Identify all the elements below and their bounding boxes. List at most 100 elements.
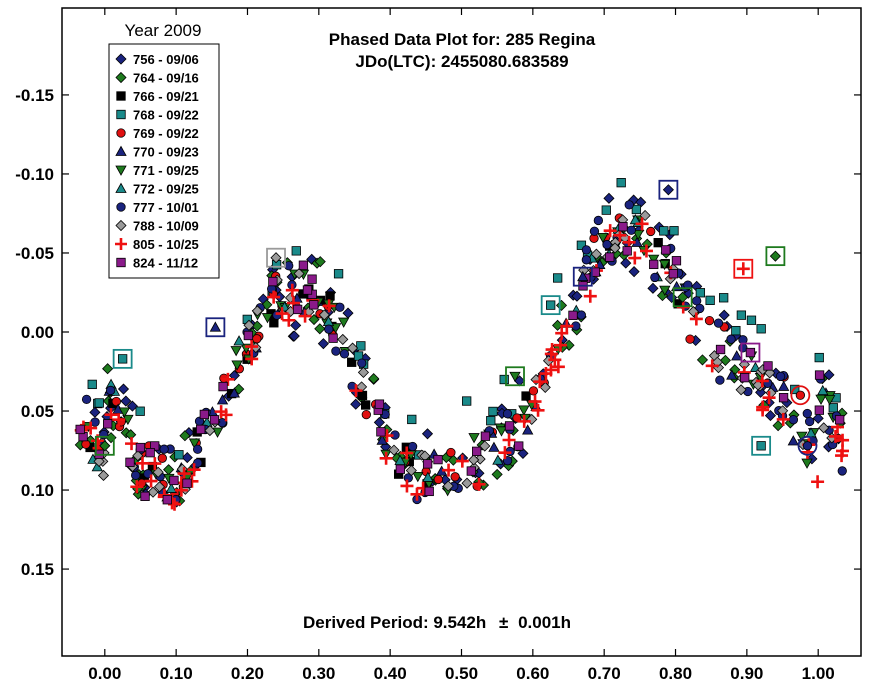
data-point: [395, 464, 405, 474]
data-point: [159, 444, 169, 454]
data-point: [350, 398, 362, 410]
data-point: [268, 276, 278, 287]
legend-label: 805 - 10/25: [133, 237, 199, 252]
data-point: [407, 441, 418, 452]
legend-label: 770 - 09/23: [133, 145, 199, 160]
data-point: [647, 282, 659, 294]
data-point: [179, 430, 191, 442]
legend-entries: 756 - 09/06 764 - 09/16 766 - 09/21 768 - 0…: [115, 52, 199, 271]
data-point: [165, 482, 177, 493]
data-point: [421, 428, 434, 440]
data-point: [94, 398, 104, 408]
data-point: [658, 259, 671, 271]
legend-label: 769 - 09/22: [133, 126, 199, 141]
data-point: [243, 319, 255, 331]
highlighted-point: [209, 321, 222, 332]
data-point: [480, 431, 491, 441]
data-point: [628, 251, 642, 265]
data-point: [815, 394, 827, 405]
legend-marker: [115, 71, 127, 84]
highlight-frame: [672, 287, 693, 308]
data-point: [357, 358, 367, 368]
data-point: [835, 449, 849, 463]
data-point: [492, 454, 504, 465]
data-point: [376, 427, 386, 437]
data-point: [228, 387, 240, 398]
data-point: [174, 483, 188, 497]
data-point: [324, 324, 334, 334]
data-point: [817, 384, 829, 396]
data-point: [685, 334, 695, 344]
data-point: [589, 226, 600, 236]
data-point: [245, 340, 259, 354]
y-tick-label: 0.05: [21, 402, 54, 421]
data-point: [764, 410, 777, 422]
data-point: [814, 352, 824, 363]
data-point: [302, 285, 313, 295]
data-point: [337, 333, 349, 345]
data-point: [422, 459, 433, 469]
legend-entry: 770 - 09/23: [115, 145, 199, 160]
data-point: [196, 424, 206, 435]
series-768-09-22: [87, 178, 841, 460]
data-point: [111, 396, 121, 407]
highlighted-point: [270, 252, 282, 264]
data-point: [132, 450, 144, 462]
legend-marker: [115, 145, 127, 156]
data-point: [455, 454, 469, 468]
data-point: [597, 232, 609, 244]
data-point: [659, 226, 669, 236]
data-point: [829, 429, 843, 443]
x-tick-label: 0.50: [445, 664, 478, 683]
data-point: [120, 395, 132, 407]
legend-entry: 805 - 10/25: [115, 237, 199, 252]
data-point: [162, 495, 172, 505]
legend: Year 2009 756 - 09/06 764 - 09/16 766 - 09…: [108, 21, 220, 279]
data-point: [87, 379, 97, 390]
data-point: [776, 412, 790, 426]
data-point: [450, 472, 460, 482]
data-point: [736, 310, 747, 320]
axes-ticks: 0.00 0.10 0.20 0.30 0.40 0.50 0.60 0.70 0.80 0.90…: [15, 8, 861, 683]
data-point: [818, 422, 830, 434]
data-point: [552, 319, 564, 331]
data-point: [715, 375, 725, 385]
data-point: [731, 350, 743, 361]
data-point: [466, 466, 476, 476]
data-point: [252, 334, 262, 344]
highlighted-point: [736, 262, 750, 276]
data-point: [488, 406, 498, 417]
data-point: [479, 440, 491, 452]
data-point: [778, 380, 790, 391]
data-point: [649, 259, 659, 270]
data-point: [814, 405, 824, 415]
y-tick-label: 0.10: [21, 481, 54, 500]
data-point: [518, 405, 530, 416]
data-point: [626, 225, 636, 235]
highlighted-points: [94, 179, 818, 456]
legend-entry: 768 - 09/22: [116, 108, 199, 123]
data-point: [192, 444, 203, 454]
data-point: [182, 478, 192, 488]
data-point: [755, 374, 769, 388]
legend-entry: 788 - 10/09: [115, 219, 199, 234]
data-point: [333, 269, 344, 279]
x-tick-label: 0.60: [516, 664, 549, 683]
data-point: [836, 433, 850, 447]
data-point: [245, 352, 259, 366]
data-point: [102, 363, 114, 375]
data-point: [835, 415, 845, 425]
data-point: [81, 394, 92, 405]
data-point: [379, 451, 393, 465]
data-point: [231, 360, 243, 371]
legend-entry: 766 - 09/21: [116, 89, 199, 104]
highlighted-point: [577, 270, 589, 282]
highlighted-point: [546, 300, 556, 310]
data-point: [461, 477, 473, 489]
data-points: [74, 178, 850, 511]
data-point: [368, 373, 380, 385]
data-point: [472, 446, 482, 456]
data-point: [209, 415, 220, 425]
data-point: [576, 310, 586, 320]
data-point: [187, 463, 201, 477]
